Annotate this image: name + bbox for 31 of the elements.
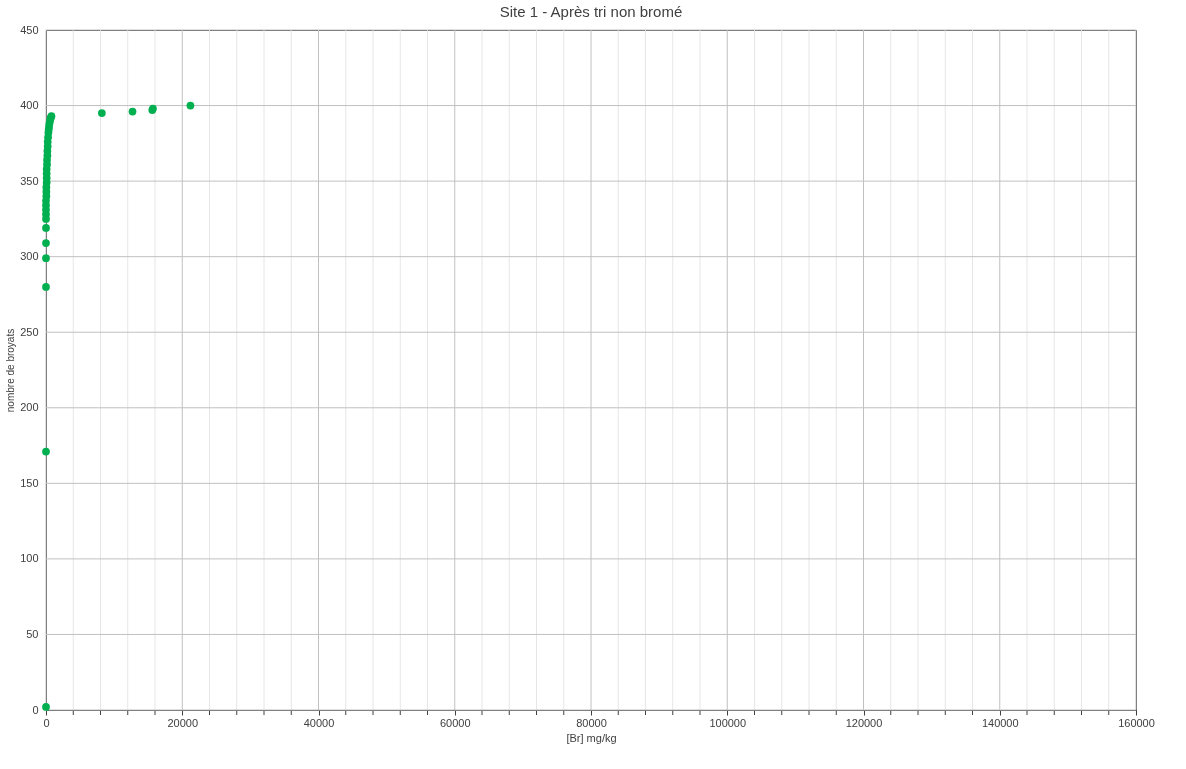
y-tick-label: 200 bbox=[20, 401, 39, 414]
y-tick-label: 50 bbox=[26, 627, 39, 640]
point bbox=[97, 109, 106, 117]
point bbox=[42, 703, 50, 711]
x-tick-label: 40000 bbox=[303, 716, 335, 729]
x-tick-label: 20000 bbox=[167, 716, 199, 729]
x-tick-label: 80000 bbox=[576, 716, 607, 729]
point bbox=[42, 224, 50, 232]
y-tick-label: 100 bbox=[20, 552, 39, 565]
x-tick-label: 140000 bbox=[981, 716, 1019, 729]
y-tick-label: 400 bbox=[20, 99, 39, 112]
x-tick-label: 0 bbox=[43, 716, 50, 729]
x-tick-label: 120000 bbox=[845, 716, 883, 729]
chart-title: Site 1 - Après tri non bromé bbox=[499, 3, 683, 20]
y-tick-label: 0 bbox=[32, 703, 39, 716]
point bbox=[42, 239, 50, 247]
point bbox=[186, 101, 195, 110]
point bbox=[42, 254, 50, 263]
x-tick-label: 100000 bbox=[709, 716, 747, 729]
y-axis-title: nombre de broyats bbox=[5, 328, 17, 413]
y-tick-label: 450 bbox=[20, 23, 39, 36]
point bbox=[128, 107, 137, 116]
point bbox=[42, 283, 50, 291]
y-tick-label: 150 bbox=[20, 476, 39, 489]
x-tick-label: 60000 bbox=[439, 716, 471, 729]
point bbox=[42, 447, 50, 456]
x-axis-title: [Br] mg/kg bbox=[566, 731, 617, 744]
y-tick-label: 250 bbox=[20, 325, 39, 338]
x-tick-label: 160000 bbox=[1118, 716, 1155, 729]
y-tick-label: 300 bbox=[20, 250, 39, 263]
y-tick-label: 350 bbox=[20, 174, 39, 187]
